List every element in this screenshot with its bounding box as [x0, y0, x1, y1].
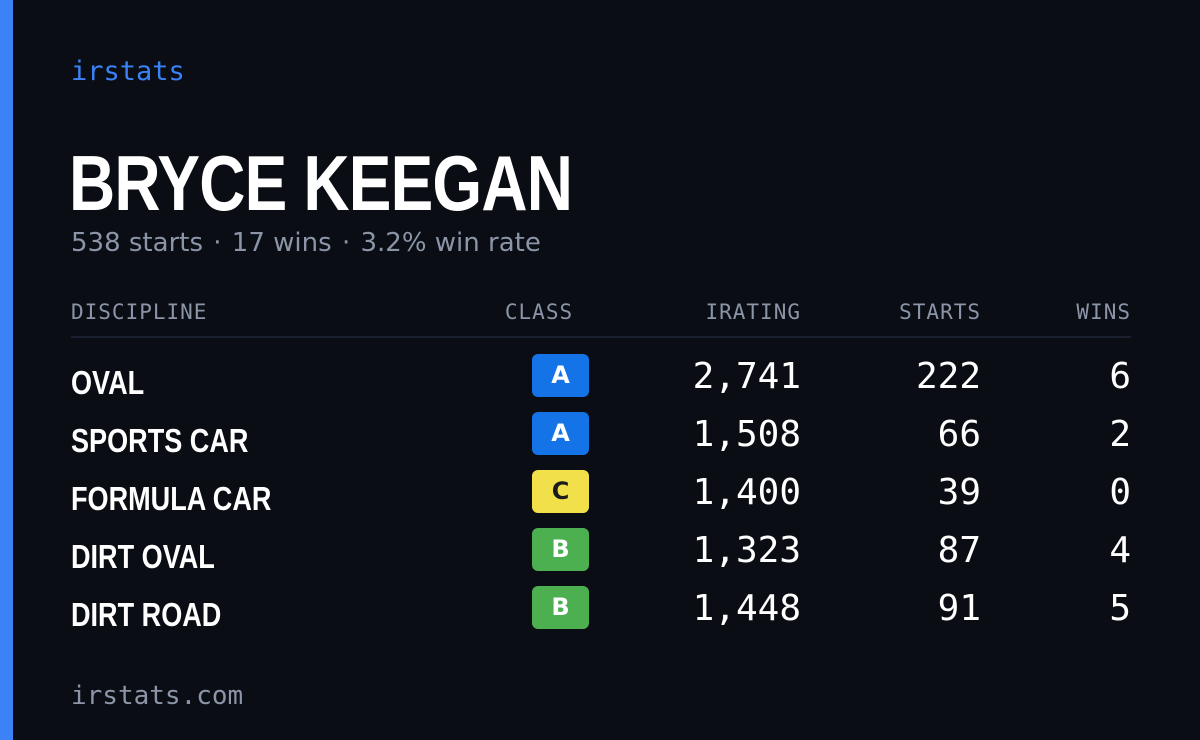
starts-value: 222	[915, 356, 981, 397]
header-starts: STARTS	[899, 300, 981, 324]
wins-value: 0	[1109, 472, 1131, 513]
irating-value: 1,448	[692, 588, 801, 629]
wins-value: 5	[1109, 588, 1131, 629]
discipline-name: DIRT ROAD	[71, 596, 222, 633]
header-class: CLASS	[504, 300, 574, 324]
class-badge: A	[532, 354, 589, 397]
irating-value: 2,741	[692, 356, 801, 397]
table-body: OVAL A 2,741 222 6 SPORTS CAR A 1,508 66…	[71, 354, 1131, 644]
header-discipline: DISCIPLINE	[71, 300, 208, 324]
class-badge: A	[532, 412, 589, 455]
table-row: FORMULA CAR C 1,400 39 0	[71, 470, 1131, 528]
wins-value: 4	[1109, 530, 1131, 571]
irating-value: 1,323	[692, 530, 801, 571]
table-row: SPORTS CAR A 1,508 66 2	[71, 412, 1131, 470]
header-irating: IRATING	[705, 300, 801, 324]
table-row: OVAL A 2,741 222 6	[71, 354, 1131, 412]
header-wins: WINS	[1076, 300, 1131, 324]
total-starts: 538 starts	[71, 228, 203, 258]
table-header: DISCIPLINE CLASS IRATING STARTS WINS	[71, 296, 1131, 338]
irating-value: 1,400	[692, 472, 801, 513]
discipline-table: DISCIPLINE CLASS IRATING STARTS WINS OVA…	[71, 296, 1131, 644]
accent-bar	[0, 0, 13, 740]
starts-value: 66	[937, 414, 981, 455]
total-wins: 17 wins	[231, 228, 332, 258]
wins-value: 6	[1109, 356, 1131, 397]
discipline-name: OVAL	[71, 364, 145, 401]
brand-logo-text[interactable]: irstats	[71, 56, 185, 87]
driver-summary: 538 starts · 17 wins · 3.2% win rate	[71, 228, 541, 258]
footer-url[interactable]: irstats.com	[71, 681, 244, 711]
discipline-name: DIRT OVAL	[71, 538, 215, 575]
class-badge: B	[532, 586, 589, 629]
driver-name: BRYCE KEEGAN	[69, 139, 573, 227]
discipline-name: SPORTS CAR	[71, 422, 249, 459]
discipline-name: FORMULA CAR	[71, 480, 272, 517]
separator: ·	[341, 228, 351, 258]
class-badge: C	[532, 470, 589, 513]
class-badge: B	[532, 528, 589, 571]
starts-value: 91	[937, 588, 981, 629]
table-row: DIRT OVAL B 1,323 87 4	[71, 528, 1131, 586]
irating-value: 1,508	[692, 414, 801, 455]
table-row: DIRT ROAD B 1,448 91 5	[71, 586, 1131, 644]
win-rate: 3.2% win rate	[360, 228, 541, 258]
separator: ·	[213, 228, 222, 258]
starts-value: 39	[937, 472, 981, 513]
wins-value: 2	[1109, 414, 1131, 455]
starts-value: 87	[937, 530, 981, 571]
